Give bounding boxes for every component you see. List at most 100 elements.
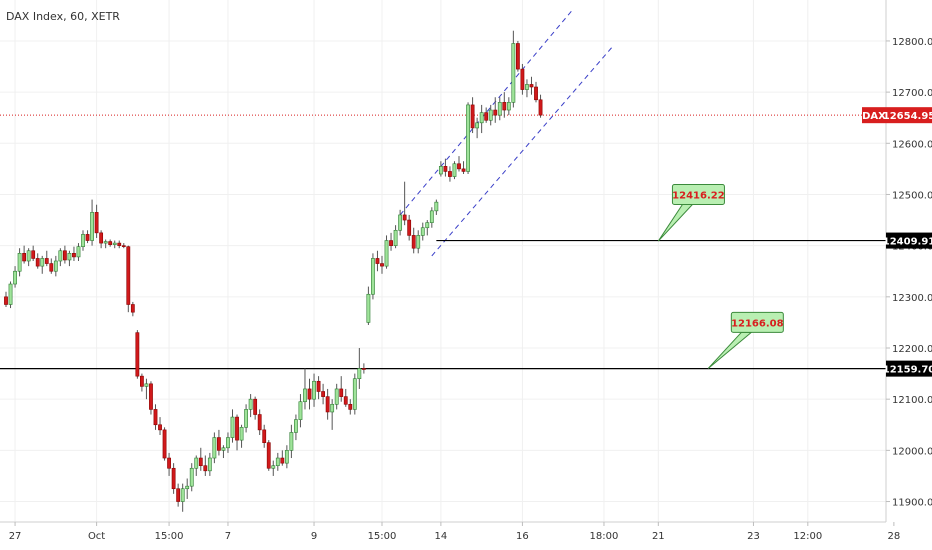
candle — [434, 199, 439, 215]
candle — [361, 363, 366, 374]
candle — [253, 396, 258, 420]
candle-body — [484, 112, 489, 121]
price-tick-label: 12200.00 — [892, 344, 932, 355]
candle — [330, 399, 335, 430]
candle-body — [85, 234, 90, 241]
candle — [212, 432, 217, 464]
candle — [312, 373, 316, 407]
candle — [81, 230, 85, 251]
price-tick-label: 12500.00 — [892, 190, 932, 201]
candle-body — [203, 465, 208, 472]
current-price-tag — [886, 107, 932, 124]
candle-body — [289, 432, 294, 451]
candle-body — [515, 43, 520, 70]
callout-label: 12416.22 — [672, 190, 725, 201]
level-price-tag-label: 12159.70 — [883, 365, 932, 376]
candle-body — [226, 437, 230, 449]
candle-body — [90, 212, 94, 241]
candle-body — [158, 424, 162, 431]
candle-body — [303, 388, 307, 403]
candlestick-series — [4, 30, 543, 512]
candle-body — [257, 414, 262, 431]
level-price-tag — [886, 360, 932, 377]
candle — [40, 255, 45, 274]
candle — [26, 248, 31, 267]
time-tick-label: 28 — [888, 531, 901, 542]
candle — [67, 250, 72, 267]
candle-body — [475, 122, 480, 129]
candle-body — [307, 388, 312, 400]
candle-body — [266, 442, 271, 469]
candle — [275, 452, 280, 471]
candle-body — [448, 171, 452, 177]
time-tick-label: 7 — [225, 531, 231, 542]
price-tick-label: 12300.00 — [892, 293, 932, 304]
candle — [452, 161, 457, 180]
candle-body — [262, 429, 267, 443]
current-symbol-label: DAX — [862, 111, 886, 122]
candle-body — [212, 437, 217, 459]
candle — [112, 240, 117, 249]
callout: 12166.08 — [707, 311, 784, 369]
candle-body — [380, 263, 384, 267]
candle — [248, 394, 253, 418]
candle-body — [352, 378, 357, 410]
candle — [334, 383, 339, 410]
candle — [294, 414, 298, 441]
candle — [76, 243, 81, 261]
candle — [257, 409, 262, 435]
horizontal-levels — [0, 114, 886, 370]
candle-body — [35, 258, 40, 267]
candle — [85, 230, 90, 244]
time-tick-label: 9 — [311, 531, 317, 542]
candle-body — [198, 457, 203, 467]
candle — [371, 253, 375, 300]
candle — [366, 286, 371, 325]
candle-body — [529, 84, 534, 88]
candle-body — [248, 398, 253, 410]
candle-body — [402, 214, 407, 221]
candle-body — [488, 109, 493, 121]
candle-body — [520, 68, 525, 90]
candle — [108, 239, 113, 247]
candle-body — [94, 212, 99, 234]
candle-body — [31, 250, 36, 259]
candle — [158, 417, 162, 435]
candle — [121, 243, 126, 249]
candle-body — [189, 467, 194, 487]
candle-body — [466, 104, 470, 172]
candle-body — [420, 227, 425, 236]
candle — [303, 368, 307, 410]
candle — [149, 381, 153, 415]
candle-body — [230, 416, 235, 438]
time-tick-label: 21 — [652, 531, 665, 542]
candle — [103, 239, 108, 249]
candle — [284, 445, 289, 469]
candle — [506, 97, 511, 116]
candle — [352, 373, 357, 415]
candle-body — [207, 457, 212, 472]
candle-body — [99, 232, 104, 244]
candle — [207, 452, 212, 476]
candle-body — [194, 457, 199, 469]
candle-body — [284, 450, 289, 464]
candle — [13, 266, 17, 288]
price-axis: 11900.00 12000.00 12100.00 12200.00 12300.00… — [886, 37, 932, 509]
candle — [266, 440, 271, 471]
candle-body — [452, 163, 457, 177]
candle-body — [334, 388, 339, 405]
candle — [515, 40, 520, 72]
candle — [357, 348, 362, 389]
candle-body — [438, 166, 443, 175]
candle — [475, 117, 480, 139]
candle — [493, 97, 498, 123]
candle — [167, 452, 171, 476]
candle-body — [479, 112, 484, 124]
candle — [4, 291, 8, 308]
candle-body — [130, 304, 135, 313]
candle-body — [239, 427, 244, 441]
candle-body — [321, 391, 326, 397]
candle — [62, 245, 67, 264]
candle-body — [443, 166, 448, 172]
